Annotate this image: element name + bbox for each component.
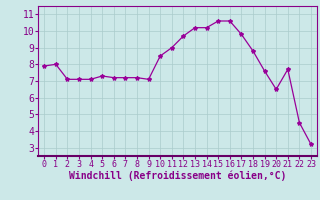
X-axis label: Windchill (Refroidissement éolien,°C): Windchill (Refroidissement éolien,°C) <box>69 171 286 181</box>
